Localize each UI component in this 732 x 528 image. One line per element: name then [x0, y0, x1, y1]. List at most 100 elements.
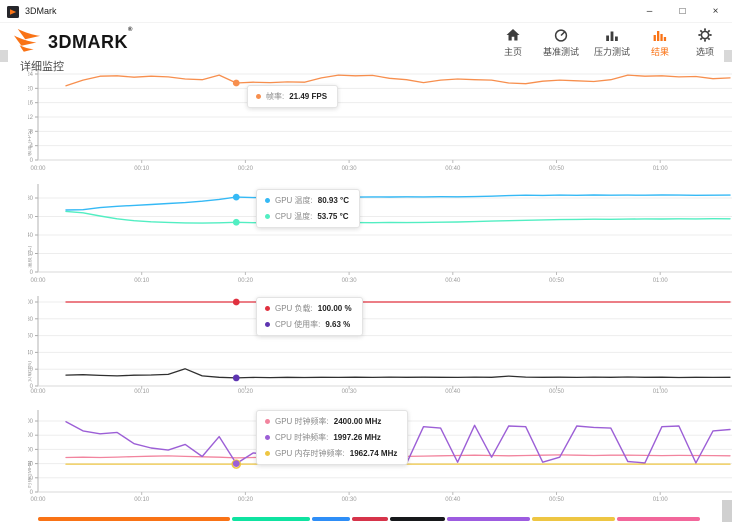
series-dot-icon: [265, 198, 270, 203]
tooltip-label: 帧率:: [266, 92, 285, 101]
svg-text:帧率 (FPS): 帧率 (FPS): [28, 129, 33, 156]
tooltip-row: GPU 负载: 100.00 %: [265, 303, 352, 314]
nav-item-gauge[interactable]: 基准测试: [543, 27, 579, 58]
main-nav: 主页 基准测试 压力测试 结果 选项: [498, 27, 720, 58]
chart-tooltip-0: 帧率: 21.49 FPS: [247, 85, 339, 108]
series-dot-icon: [265, 451, 270, 456]
nav-item-home[interactable]: 主页: [498, 27, 528, 58]
series-dot-icon: [265, 435, 270, 440]
app-icon: [7, 5, 19, 18]
svg-text:4,000: 4,000: [28, 433, 34, 439]
tooltip-value: 1962.74 MHz: [349, 449, 398, 458]
svg-text:00:40: 00:40: [445, 389, 461, 395]
window-titlebar: 3DMark – □ ×: [0, 0, 732, 23]
svg-text:00:00: 00:00: [30, 389, 46, 395]
svg-text:00:20: 00:20: [238, 389, 254, 395]
nav-item-results[interactable]: 结果: [645, 27, 675, 58]
svg-text:1,000: 1,000: [28, 476, 34, 482]
tooltip-value: 9.63 %: [325, 320, 351, 329]
svg-text:00:20: 00:20: [238, 166, 254, 172]
tooltip-label: GPU 内存时钟频率:: [275, 449, 345, 458]
svg-text:3,000: 3,000: [28, 447, 34, 453]
svg-text:40: 40: [28, 350, 34, 356]
tooltip-row: CPU 温度: 53.75 °C: [265, 211, 349, 222]
timeline-segment-4: [390, 517, 445, 521]
nav-item-gear[interactable]: 选项: [690, 27, 720, 58]
svg-text:12: 12: [28, 115, 34, 121]
svg-text:00:40: 00:40: [445, 166, 461, 172]
svg-text:01:00: 01:00: [653, 166, 669, 172]
svg-text:80: 80: [28, 196, 34, 202]
series-dot-icon: [265, 419, 270, 424]
svg-text:0: 0: [30, 158, 34, 164]
window-controls: – □ ×: [633, 0, 732, 22]
svg-text:00:00: 00:00: [30, 497, 46, 503]
svg-text:00:30: 00:30: [342, 497, 358, 503]
svg-text:60: 60: [28, 215, 34, 221]
series-dot-icon: [256, 94, 261, 99]
svg-text:00:20: 00:20: [238, 278, 254, 284]
nav-item-label: 主页: [503, 46, 522, 57]
svg-text:24: 24: [28, 72, 34, 78]
tooltip-value: 53.75 °C: [317, 212, 349, 221]
window-title: 3DMark: [25, 6, 57, 16]
gauge-icon: [554, 28, 568, 42]
tooltip-row: GPU 温度: 80.93 °C: [265, 195, 349, 206]
svg-text:80: 80: [28, 317, 34, 323]
tooltip-value: 80.93 °C: [317, 196, 349, 205]
nav-item-label: 结果: [650, 46, 669, 57]
fps-chart[interactable]: 0 4 8 12 16 20 24 00:00 00:10 00:20 00:30 00:40 00:5…: [28, 64, 732, 176]
svg-text:00:10: 00:10: [134, 497, 150, 503]
svg-text:01:00: 01:00: [653, 497, 669, 503]
svg-text:00:20: 00:20: [238, 497, 254, 503]
tooltip-label: GPU 温度:: [275, 196, 313, 205]
nav-item-label: 选项: [695, 46, 714, 57]
temperature-chart[interactable]: 0 20 40 60 80 00:00 00:10 00:20 00:30 00:40 00:50 0…: [28, 176, 732, 288]
svg-text:00:10: 00:10: [134, 278, 150, 284]
nav-item-label: 基准测试: [542, 46, 579, 57]
svg-text:20: 20: [28, 86, 34, 92]
tooltip-row: 帧率: 21.49 FPS: [256, 91, 327, 102]
svg-text:00:10: 00:10: [134, 389, 150, 395]
nav-item-columns[interactable]: 压力测试: [594, 27, 630, 58]
svg-text:温度 (°C): 温度 (°C): [28, 245, 33, 268]
svg-text:8: 8: [30, 129, 34, 135]
svg-text:100: 100: [28, 300, 34, 306]
svg-text:5,000: 5,000: [28, 419, 34, 425]
scrollbar-fragment-left[interactable]: [0, 50, 8, 62]
svg-text:00:10: 00:10: [134, 166, 150, 172]
close-button[interactable]: ×: [712, 5, 719, 17]
logo-registered-mark: ®: [128, 27, 133, 33]
tooltip-value: 2400.00 MHz: [333, 417, 382, 426]
nav-item-label: 压力测试: [593, 46, 630, 57]
svg-text:40: 40: [28, 233, 34, 239]
maximize-button[interactable]: □: [679, 5, 686, 17]
tooltip-label: GPU 时钟频率:: [275, 417, 329, 426]
timeline-segment-7: [617, 517, 700, 521]
scrollbar-fragment-right-top[interactable]: [724, 50, 732, 62]
tooltip-value: 100.00 %: [317, 304, 352, 313]
timeline-segment-6: [532, 517, 615, 521]
svg-text:01:00: 01:00: [653, 278, 669, 284]
svg-text:负载 (%): 负载 (%): [28, 361, 33, 382]
svg-text:0: 0: [30, 490, 34, 496]
minimize-button[interactable]: –: [646, 5, 653, 17]
logo-text: 3DMARK®: [48, 27, 133, 52]
tooltip-label: CPU 温度:: [275, 212, 313, 221]
chart-tooltip-1: GPU 温度: 80.93 °C CPU 温度: 53.75 °C: [256, 189, 360, 228]
svg-text:2,000: 2,000: [28, 462, 34, 468]
scrollbar-fragment-right-bottom[interactable]: [722, 500, 732, 522]
home-icon: [506, 28, 520, 40]
svg-text:00:40: 00:40: [445, 497, 461, 503]
svg-text:01:00: 01:00: [653, 389, 669, 395]
svg-text:00:30: 00:30: [342, 166, 358, 172]
tooltip-row: GPU 时钟频率: 2400.00 MHz: [265, 416, 397, 427]
svg-text:60: 60: [28, 334, 34, 340]
load-chart[interactable]: 0 20 40 60 80 100 00:00 00:10 00:20 00:30 00:40 00:…: [28, 286, 732, 398]
timeline-segment-1: [232, 517, 310, 521]
tooltip-row: CPU 时钟频率: 1997.26 MHz: [265, 432, 397, 443]
svg-text:00:50: 00:50: [549, 278, 565, 284]
svg-text:00:40: 00:40: [445, 278, 461, 284]
tooltip-row: CPU 使用率: 9.63 %: [265, 319, 352, 330]
app-logo: 3DMARK®: [12, 27, 133, 56]
